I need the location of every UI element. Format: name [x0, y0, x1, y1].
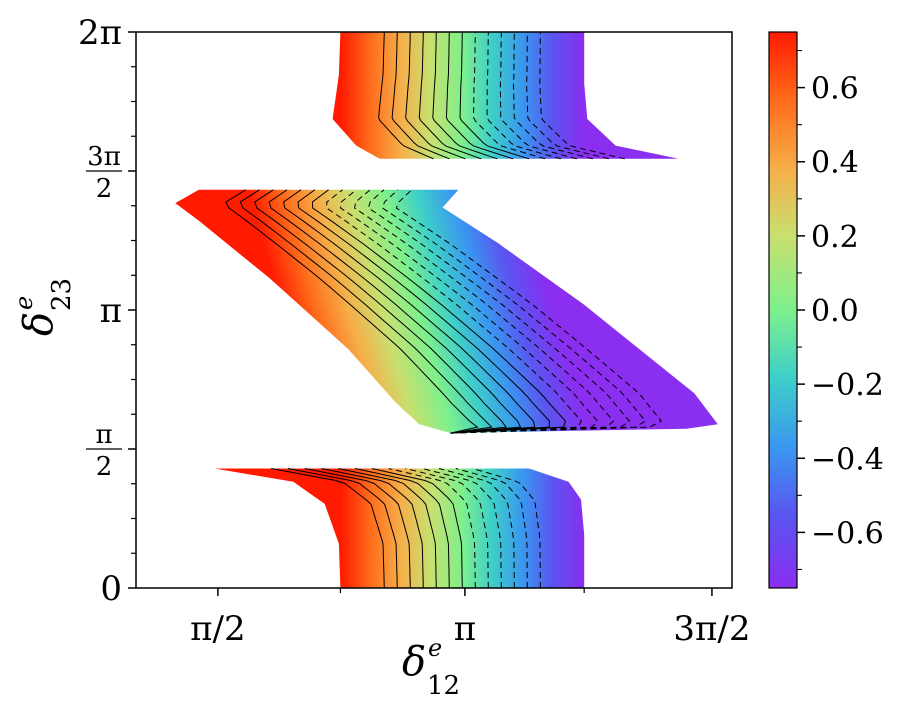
- contour-line: [455, 468, 528, 588]
- x-tick-label: π: [454, 609, 476, 649]
- contour-line: [513, 32, 594, 160]
- contour-line: [311, 189, 566, 434]
- contour-line: [395, 189, 663, 434]
- contour-line: [354, 189, 615, 434]
- contour-lines: [225, 32, 663, 588]
- contour-line: [338, 468, 437, 588]
- contour-line: [340, 189, 599, 434]
- y-axis-title-sup: e: [10, 296, 38, 310]
- colorbar-tick-label: 0.2: [811, 220, 859, 255]
- x-axis-title: δ e 12: [402, 634, 460, 701]
- filled-regions: [175, 32, 718, 588]
- x-tick-label: 3π/2: [673, 609, 750, 649]
- contour-line: [287, 468, 398, 588]
- contour-line: [459, 32, 530, 160]
- x-axis-title-sub: 12: [427, 671, 460, 701]
- contour-line: [432, 32, 498, 160]
- colorbar-ticks: 0.6 0.4 0.2 0.0 −0.2 −0.4 −0.6: [797, 49, 884, 571]
- contour-line: [418, 32, 482, 160]
- colorbar-tick-label: −0.4: [811, 442, 884, 477]
- y-axis-title-base: δ: [16, 312, 62, 336]
- contour-line: [268, 189, 522, 434]
- contour-line: [472, 468, 541, 588]
- contour-line: [297, 189, 550, 434]
- contour-line: [354, 468, 450, 588]
- colorbar-tick-label: −0.2: [811, 368, 884, 403]
- contour-line: [254, 189, 508, 434]
- contour-line: [371, 468, 463, 588]
- contour-line: [271, 468, 385, 588]
- contour-line: [381, 189, 647, 434]
- contour-line: [283, 189, 536, 434]
- region-top-band: [332, 32, 679, 159]
- region-bottom-band: [214, 468, 585, 588]
- contour-line: [486, 32, 562, 160]
- y-tick-label: 2π: [78, 13, 122, 53]
- y-tick-label-numerator: π: [95, 420, 112, 450]
- x-axis-title-base: δ: [402, 639, 426, 685]
- contour-line: [225, 189, 479, 434]
- y-tick-label-denominator: 2: [96, 174, 113, 204]
- contour-line: [539, 32, 625, 160]
- y-tick-label: 0: [100, 569, 122, 609]
- contour-line: [304, 468, 411, 588]
- x-tick-label: π/2: [190, 609, 245, 649]
- y-axis-title: δ e 23: [10, 278, 77, 336]
- x-axis-title-sup: e: [428, 634, 442, 662]
- contour-line: [405, 468, 489, 588]
- contour-line: [422, 468, 502, 588]
- contour-line: [499, 32, 578, 160]
- y-tick-label-denominator: 2: [96, 452, 113, 482]
- y-tick-label: π: [100, 291, 122, 331]
- colorbar-tick-label: −0.6: [811, 516, 884, 551]
- colorbar-gradient: [768, 31, 798, 589]
- contour-line: [445, 32, 514, 160]
- colorbar-tick-label: 0.6: [811, 72, 859, 107]
- colorbar-tick-label: 0.0: [811, 294, 859, 329]
- region-middle-band: [175, 189, 718, 434]
- contour-line: [405, 32, 466, 160]
- colorbar-tick-label: 0.4: [811, 146, 859, 181]
- contour-line: [391, 32, 450, 160]
- contour-line: [321, 468, 424, 588]
- x-axis-ticks: π/2 π 3π/2: [190, 588, 750, 649]
- y-tick-label-numerator: 3π: [87, 142, 121, 172]
- contour-line: [326, 189, 583, 434]
- colorbar: 0.6 0.4 0.2 0.0 −0.2 −0.4 −0.6: [768, 31, 884, 589]
- contour-line: [239, 189, 493, 434]
- contour-line: [438, 468, 515, 588]
- contour-line: [378, 32, 434, 160]
- y-axis-title-sub: 23: [47, 278, 77, 311]
- contour-line: [367, 189, 631, 434]
